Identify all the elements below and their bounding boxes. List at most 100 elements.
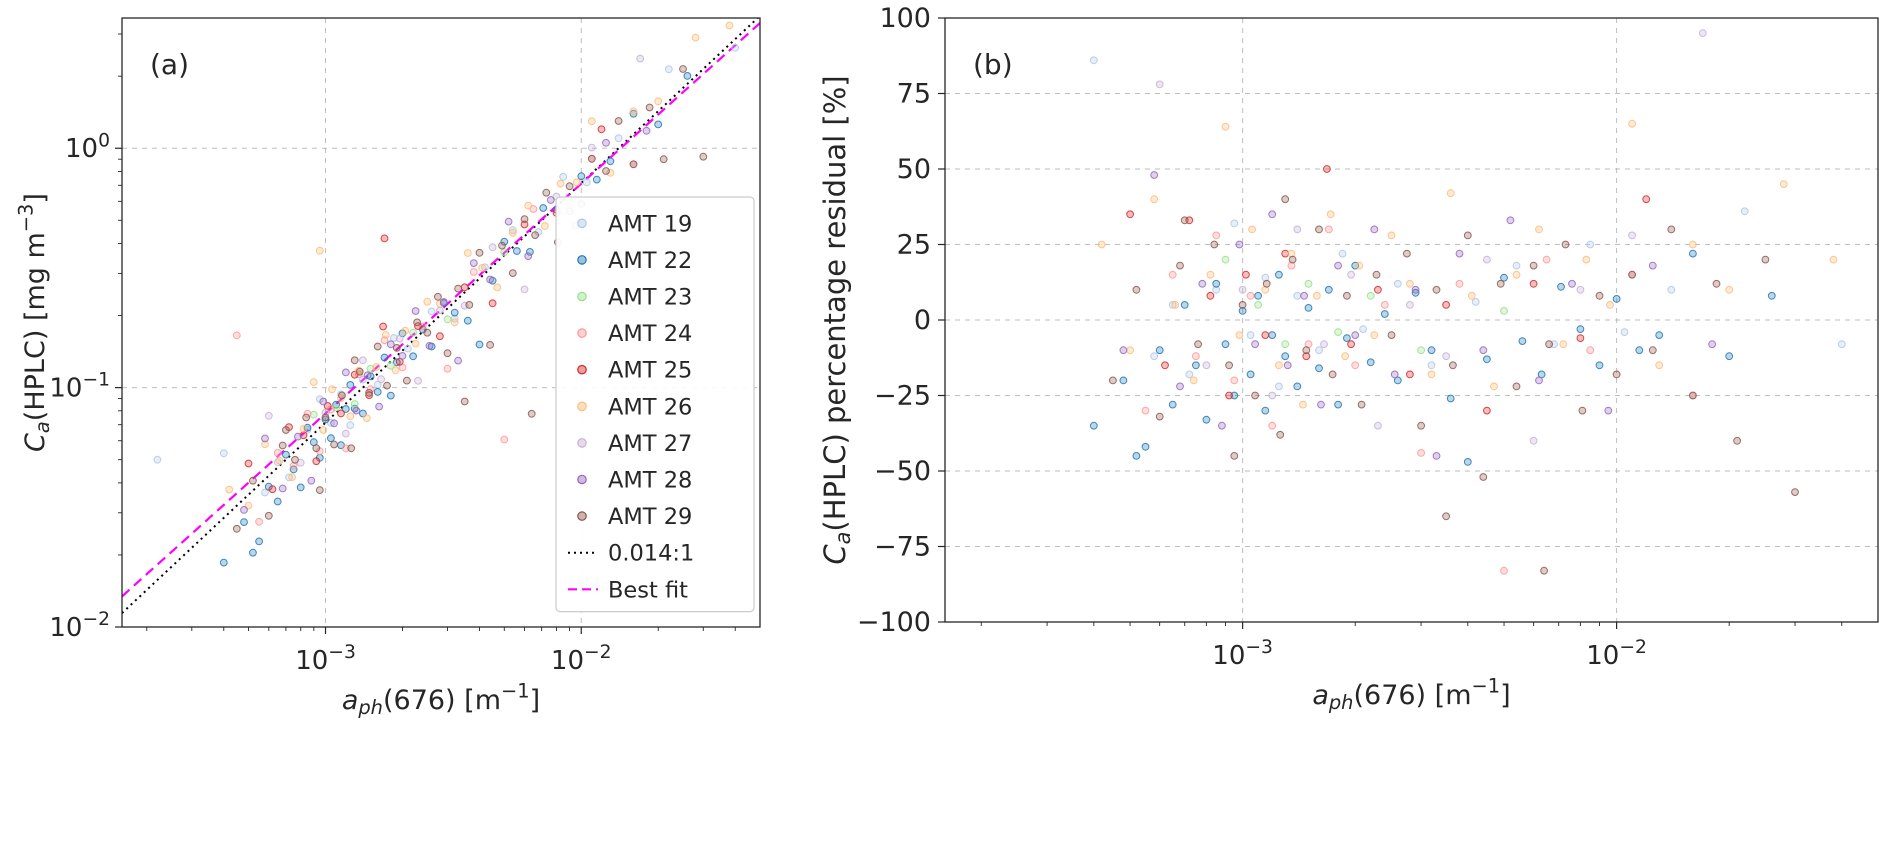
data-point [1246, 370, 1255, 379]
series-a-amt-29 [232, 65, 708, 533]
data-point [1281, 195, 1290, 204]
data-point [1586, 240, 1595, 249]
data-point [1155, 412, 1164, 421]
data-point [1341, 352, 1350, 361]
data-point [1347, 340, 1355, 349]
data-point [1406, 370, 1414, 379]
legend-label: AMT 29 [608, 504, 692, 530]
legend-marker-icon [577, 364, 587, 375]
data-point [1089, 421, 1098, 430]
data-point [486, 275, 495, 284]
data-point [268, 485, 277, 494]
data-point [337, 409, 345, 418]
data-point [1359, 325, 1367, 334]
data-point [1254, 291, 1262, 300]
data-point [527, 409, 536, 418]
data-point [153, 455, 162, 464]
data-point [1455, 249, 1464, 258]
data-point [1393, 279, 1402, 288]
data-point [380, 353, 389, 362]
data-point [1225, 361, 1233, 370]
data-point [1483, 406, 1491, 415]
data-point [1194, 340, 1202, 349]
data-point [1370, 331, 1379, 340]
data-point [454, 356, 463, 365]
data-point [289, 461, 298, 470]
data-point [395, 334, 404, 343]
data-point [691, 33, 700, 42]
data-point [1293, 382, 1302, 391]
data-point [350, 400, 359, 408]
data-point [454, 284, 463, 293]
data-point [346, 421, 355, 430]
data-point [486, 341, 495, 349]
data-point [1535, 376, 1543, 385]
data-point [1261, 331, 1270, 340]
data-point [498, 241, 506, 250]
data-point [403, 376, 411, 385]
legend-entry: AMT 29 [577, 504, 692, 530]
data-point [365, 391, 374, 400]
data-point [1725, 352, 1734, 361]
data-point [1221, 340, 1230, 349]
data-point [1374, 285, 1382, 294]
data-point [1300, 291, 1308, 300]
data-point [436, 332, 444, 341]
data-point [1221, 255, 1230, 264]
data-point [1689, 249, 1697, 258]
data-point [629, 160, 638, 169]
series-b-amt-25 [1126, 165, 1651, 415]
data-point [629, 109, 638, 118]
panel-a: 10−3 10−2 10−2 10−1 100 aph(676) [m−1] Ca(HPLC… [15, 17, 761, 719]
data-point [1287, 249, 1296, 258]
data-point [1313, 291, 1321, 300]
data-point [1446, 189, 1455, 198]
data-point [1268, 421, 1277, 430]
y-tick-label: −50 [874, 456, 931, 487]
data-point [1582, 255, 1591, 264]
data-point [1518, 337, 1527, 346]
data-point [1230, 452, 1239, 460]
data-point [240, 506, 248, 514]
data-point [1221, 122, 1230, 131]
data-point [1620, 328, 1629, 337]
y-tick-label: −75 [874, 532, 931, 563]
data-point [636, 54, 645, 63]
data-point [330, 419, 339, 428]
data-point [350, 356, 359, 365]
data-point [654, 120, 663, 129]
data-point [1275, 382, 1283, 391]
data-point [1559, 340, 1568, 349]
data-point [1304, 304, 1313, 312]
data-point [411, 307, 420, 315]
data-point [291, 455, 299, 464]
data-point [475, 340, 484, 349]
data-point [1483, 355, 1491, 364]
data-point [1202, 415, 1211, 424]
series-b-amt-29 [1109, 195, 1799, 575]
data-point [1479, 346, 1488, 355]
data-point [1168, 400, 1177, 409]
data-point [1150, 195, 1159, 204]
data-point [1357, 400, 1366, 409]
data-point [1326, 210, 1335, 219]
data-point [273, 497, 282, 506]
legend: AMT 19 AMT 22 AMT 23 AMT 24 AMT 25 AMT 26 AMT … [555, 196, 755, 613]
data-point [355, 367, 364, 376]
data-point [699, 152, 708, 161]
data-point [1576, 334, 1585, 343]
data-point [1642, 195, 1651, 204]
data-point [443, 315, 452, 324]
data-point [302, 413, 311, 422]
data-point [338, 391, 346, 400]
data-point [1667, 225, 1676, 234]
data-point [1192, 361, 1200, 370]
data-point [1293, 291, 1302, 300]
data-point [606, 168, 615, 177]
data-point [1141, 442, 1150, 451]
data-point [1500, 566, 1508, 575]
series-a-amt-28 [240, 126, 651, 514]
data-point [629, 107, 638, 116]
